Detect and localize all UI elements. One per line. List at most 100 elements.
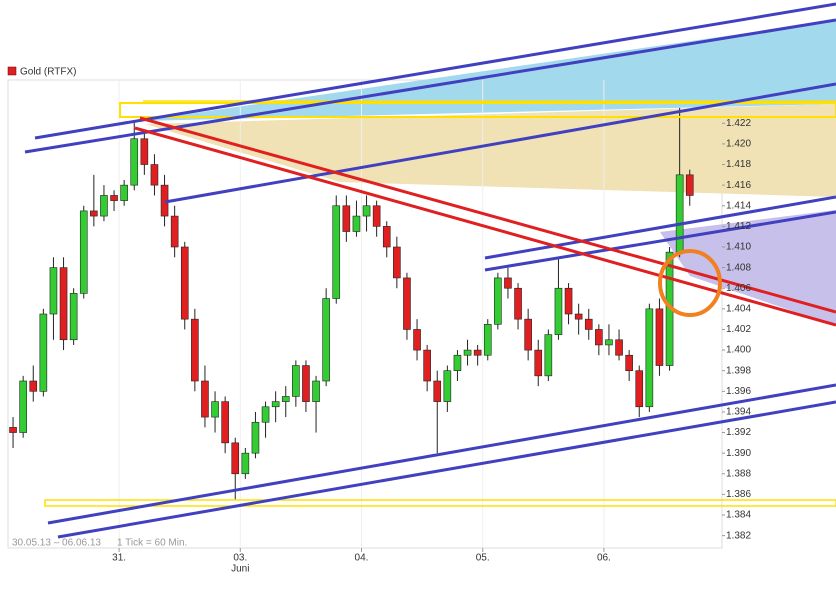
candle-body [544, 334, 553, 377]
candle-body [635, 370, 644, 408]
candle-body [362, 205, 371, 217]
candle-body [504, 277, 512, 289]
zone-box [119, 102, 836, 118]
fill-area [140, 20, 836, 121]
candle-body [342, 205, 351, 232]
y-tick-label: 1.404 [726, 303, 751, 314]
candle-body [483, 324, 492, 356]
candle-body [241, 452, 250, 475]
candle-body [584, 318, 593, 330]
candle-body [393, 246, 401, 279]
candle-body [302, 365, 310, 402]
candle-body [645, 308, 654, 408]
y-tick-label: 1.406 [726, 283, 751, 294]
y-tick-label: 1.408 [726, 262, 751, 273]
x-tick-label: 05. [476, 553, 490, 564]
candle-body [180, 246, 189, 320]
y-tick-label: 1.422 [726, 118, 751, 129]
candle-body [170, 215, 179, 248]
candle-body [281, 396, 290, 402]
candle-body [534, 349, 543, 377]
candle-body [625, 354, 633, 371]
y-tick-label: 1.386 [726, 489, 751, 500]
candle-body [403, 277, 411, 330]
candle-body [211, 401, 219, 418]
y-tick-label: 1.384 [726, 510, 751, 521]
candles [9, 80, 694, 548]
y-tick-label: 1.382 [726, 530, 751, 541]
candle-body [605, 339, 613, 346]
candle-body [292, 365, 300, 397]
x-tick-label: 31. [112, 553, 126, 564]
candle-body [675, 174, 684, 253]
candle-body [443, 370, 452, 402]
trend-line [164, 82, 836, 204]
candle-body [201, 380, 209, 418]
candle-body [312, 380, 320, 402]
y-tick-label: 1.392 [726, 427, 751, 438]
candle-body [372, 205, 381, 227]
candle-body [29, 380, 38, 392]
candle-body [382, 226, 391, 248]
x-tick-sublabel: Juni [231, 564, 249, 575]
y-tick-label: 1.396 [726, 386, 751, 397]
candle-body [100, 195, 108, 217]
y-tick-label: 1.416 [726, 180, 751, 191]
candle-body [130, 138, 139, 186]
candle-body [413, 329, 421, 351]
candle-body [39, 313, 48, 392]
candle-body [524, 318, 532, 351]
candle-body [231, 442, 240, 475]
candle-body [433, 380, 442, 402]
y-tick-label: 1.400 [726, 345, 751, 356]
candle-body [251, 421, 260, 454]
trend-line [57, 400, 836, 539]
interval-label: 1 Tick = 60 Min. [117, 538, 187, 549]
candle-body [9, 427, 17, 433]
candle-body [221, 401, 229, 444]
candle-body [332, 205, 341, 299]
y-tick-label: 1.418 [726, 159, 751, 170]
candle-body [140, 138, 149, 165]
candle-body [473, 349, 482, 356]
candle-body [79, 210, 88, 294]
candle-body [110, 195, 118, 201]
candle-body [423, 349, 431, 382]
candle-body [564, 287, 573, 315]
y-tick-label: 1.394 [726, 407, 751, 418]
y-tick-label: 1.398 [726, 365, 751, 376]
legend-swatch [7, 66, 17, 76]
candle-body [90, 210, 98, 217]
candle-body [150, 164, 159, 186]
candle-body [595, 329, 603, 346]
candle-body [554, 287, 563, 335]
zone-box [44, 499, 836, 507]
candle-body [49, 267, 58, 315]
trend-line [484, 210, 836, 272]
highlight-circle [658, 249, 722, 317]
candle-body [574, 313, 583, 320]
x-tick-label: 06. [597, 553, 611, 564]
candle-body [494, 277, 502, 325]
candle-body [514, 287, 522, 320]
y-tick-label: 1.414 [726, 200, 751, 211]
y-tick-label: 1.412 [726, 221, 751, 232]
candle-body [271, 401, 280, 408]
candle-body [463, 349, 472, 356]
candle-body [352, 215, 361, 232]
y-tick-label: 1.420 [726, 139, 751, 150]
candle-body [19, 380, 27, 433]
trend-line [484, 195, 836, 260]
candle-body [261, 406, 270, 423]
y-tick-label: 1.390 [726, 448, 751, 459]
candle-body [615, 339, 623, 356]
x-tick-label: 03. [233, 553, 247, 564]
fill-area [660, 210, 836, 326]
candle-body [655, 308, 664, 366]
legend-label: Gold (RTFX) [20, 67, 77, 78]
x-tick-label: 04. [355, 553, 369, 564]
candle-body [69, 293, 78, 341]
candle-body [191, 318, 199, 382]
candle-body [120, 184, 128, 201]
